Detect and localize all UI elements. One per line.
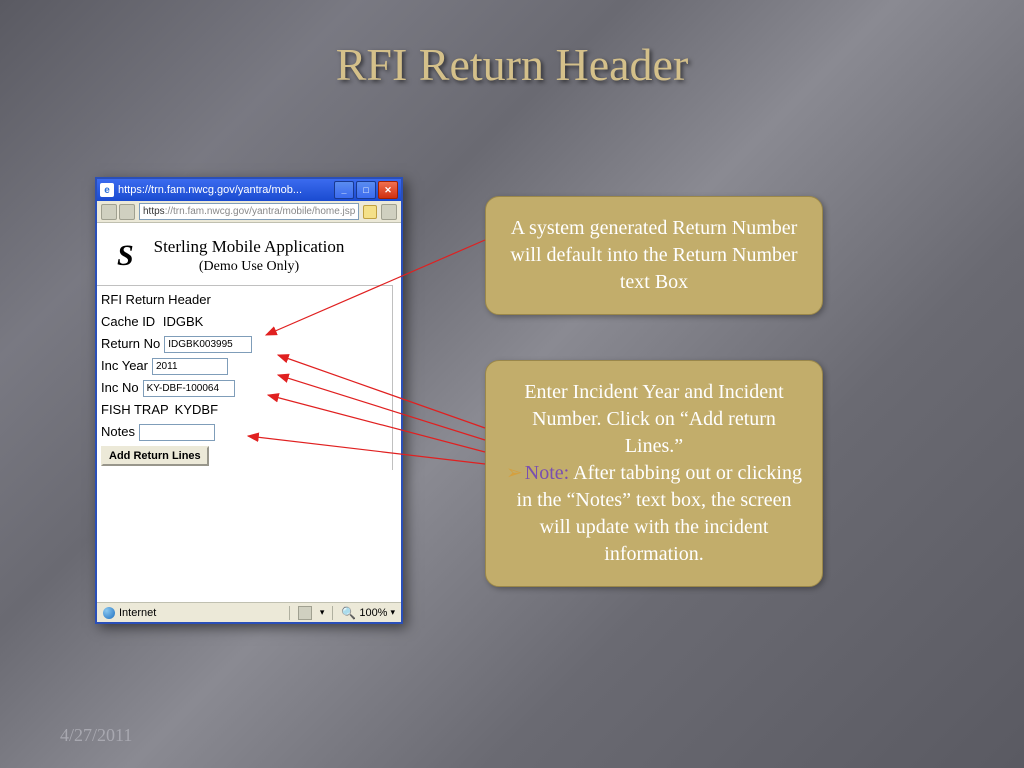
callout2-line1: Enter Incident Year and Incident Number.… (524, 381, 783, 457)
notes-label: Notes (101, 422, 135, 442)
notes-input[interactable] (139, 424, 215, 441)
globe-icon (103, 607, 115, 619)
form-area: RFI Return Header Cache ID IDGBK Return … (97, 285, 393, 470)
maximize-button[interactable]: □ (356, 181, 376, 199)
page-content: S Sterling Mobile Application (Demo Use … (97, 223, 401, 602)
sterling-logo: S (117, 239, 134, 273)
window-buttons: _ □ ✕ (334, 181, 398, 199)
cache-id-label: Cache ID (101, 312, 155, 332)
cache-id-text: IDGBK (163, 312, 203, 332)
app-subtitle: (Demo Use Only) (97, 259, 401, 275)
inc-no-input[interactable] (143, 380, 235, 397)
app-title: Sterling Mobile Application (97, 237, 401, 257)
inc-no-row: Inc No (101, 378, 388, 398)
url-input[interactable]: https://trn.fam.nwcg.gov/yantra/mobile/h… (139, 203, 359, 220)
lock-icon (363, 205, 377, 219)
return-no-input[interactable] (164, 336, 252, 353)
browser-window: e https://trn.fam.nwcg.gov/yantra/mob...… (95, 177, 403, 624)
cache-id-row: Cache ID IDGBK (101, 312, 388, 332)
incident-name: FISH TRAP (101, 400, 169, 420)
url-protocol: https (143, 206, 165, 217)
close-button[interactable]: ✕ (378, 181, 398, 199)
callout2-note-label: Note: (525, 462, 569, 484)
return-no-row: Return No (101, 334, 388, 354)
incident-code: KYDBF (175, 400, 218, 420)
callout-incident-entry: Enter Incident Year and Incident Number.… (485, 360, 823, 587)
protected-mode-icon[interactable] (298, 606, 312, 620)
back-button[interactable] (101, 204, 117, 220)
add-return-lines-button[interactable]: Add Return Lines (101, 446, 209, 466)
status-zone: Internet (119, 607, 156, 619)
app-header: S Sterling Mobile Application (Demo Use … (97, 237, 401, 275)
return-no-label: Return No (101, 334, 160, 354)
inc-year-row: Inc Year (101, 356, 388, 376)
status-bar: Internet ▾ 🔍 100% ▾ (97, 602, 401, 622)
window-title-text: https://trn.fam.nwcg.gov/yantra/mob... (118, 184, 334, 196)
inc-no-label: Inc No (101, 378, 139, 398)
ie-icon: e (100, 183, 114, 197)
minimize-button[interactable]: _ (334, 181, 354, 199)
url-path: ://trn.fam.nwcg.gov/yantra/mobile/home.j… (165, 206, 356, 217)
inc-year-label: Inc Year (101, 356, 148, 376)
callout-return-number: A system generated Return Number will de… (485, 196, 823, 315)
inc-year-input[interactable] (152, 358, 228, 375)
window-titlebar: e https://trn.fam.nwcg.gov/yantra/mob...… (97, 179, 401, 201)
page-menu-button[interactable] (381, 204, 397, 220)
note-bullet-icon: ➢ (506, 462, 523, 484)
notes-row: Notes (101, 422, 388, 442)
zoom-value: 100% (359, 607, 387, 619)
form-header: RFI Return Header (101, 290, 388, 310)
slide-title: RFI Return Header (0, 0, 1024, 91)
address-bar: https://trn.fam.nwcg.gov/yantra/mobile/h… (97, 201, 401, 223)
slide-date: 4/27/2011 (60, 725, 132, 746)
incident-name-row: FISH TRAP KYDBF (101, 400, 388, 420)
forward-button[interactable] (119, 204, 135, 220)
nav-buttons (101, 204, 135, 220)
callout1-text: A system generated Return Number will de… (510, 217, 797, 293)
zoom-control[interactable]: 🔍 100% ▾ (341, 606, 395, 620)
zoom-icon: 🔍 (341, 606, 356, 620)
